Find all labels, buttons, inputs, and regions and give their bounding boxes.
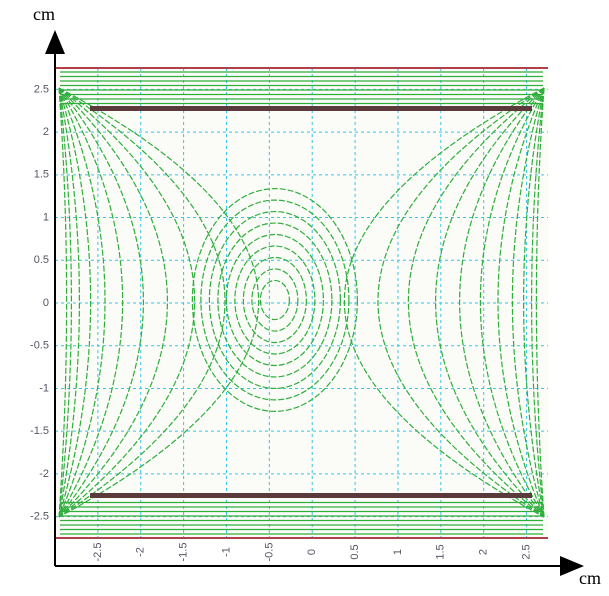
x-tick-label: -0.5: [263, 543, 275, 562]
contour-line: [535, 87, 545, 518]
contour-line: [200, 199, 350, 401]
contour-line: [225, 233, 324, 367]
y-tick-label: 2.5: [34, 83, 49, 95]
contour-line: [191, 188, 358, 412]
x-tick-label: -2.5: [92, 543, 104, 562]
contour-line: [408, 87, 545, 518]
electrode: [90, 493, 532, 498]
x-tick-label: -1: [220, 547, 232, 557]
y-tick-label: 0: [43, 297, 49, 309]
x-tick-label: 1.5: [435, 544, 447, 559]
x-tick-label: 0.5: [349, 544, 361, 559]
x-axis-title: cm: [579, 568, 601, 588]
contour-line: [459, 87, 545, 518]
contour-line: [242, 256, 307, 344]
contour-line: [251, 268, 299, 332]
contour-line: [58, 87, 168, 518]
y-tick-label: -1: [39, 382, 49, 394]
contour-line: [479, 87, 545, 518]
y-tick-label: 0.5: [34, 254, 49, 266]
contour-line: [497, 87, 545, 518]
x-tick-label: -1.5: [178, 543, 190, 562]
contour-line: [343, 87, 545, 518]
contour-line: [58, 87, 226, 518]
contour-line: [58, 87, 80, 518]
x-tick-label: -2: [135, 547, 147, 557]
contour-line: [531, 87, 545, 518]
contours: [58, 71, 545, 535]
y-tick-label: -2.5: [30, 511, 49, 523]
contour-line: [511, 87, 545, 518]
contour-line: [58, 87, 260, 518]
contour-line: [217, 222, 333, 378]
y-tick-label: 1.5: [34, 169, 49, 181]
contour-line: [58, 87, 68, 518]
x-tick-label: 1: [392, 549, 404, 555]
plot-area: [55, 67, 548, 539]
contour-line: [523, 87, 545, 518]
contour-line: [58, 87, 92, 518]
electrode: [90, 106, 532, 111]
contour-line: [58, 87, 106, 518]
contour-line: [58, 87, 144, 518]
y-tick-label: -0.5: [30, 340, 49, 352]
y-tick-label: 2: [43, 126, 49, 138]
contour-line: [208, 210, 341, 390]
contour-line: [58, 87, 124, 518]
contour-line: [234, 245, 316, 355]
y-tick-label: -1.5: [30, 425, 49, 437]
x-tick-label: 2: [478, 549, 490, 555]
contour-line: [58, 87, 72, 518]
contour-line: [435, 87, 545, 518]
x-tick-label: 0: [306, 549, 318, 555]
x-tick-label: 2.5: [520, 544, 532, 559]
contour-line: [377, 87, 545, 518]
contour-line: [259, 279, 290, 321]
y-tick-label: 1: [43, 211, 49, 223]
y-tick-label: -2: [39, 468, 49, 480]
y-axis-title: cm: [33, 4, 55, 24]
contour-line: [58, 87, 195, 518]
